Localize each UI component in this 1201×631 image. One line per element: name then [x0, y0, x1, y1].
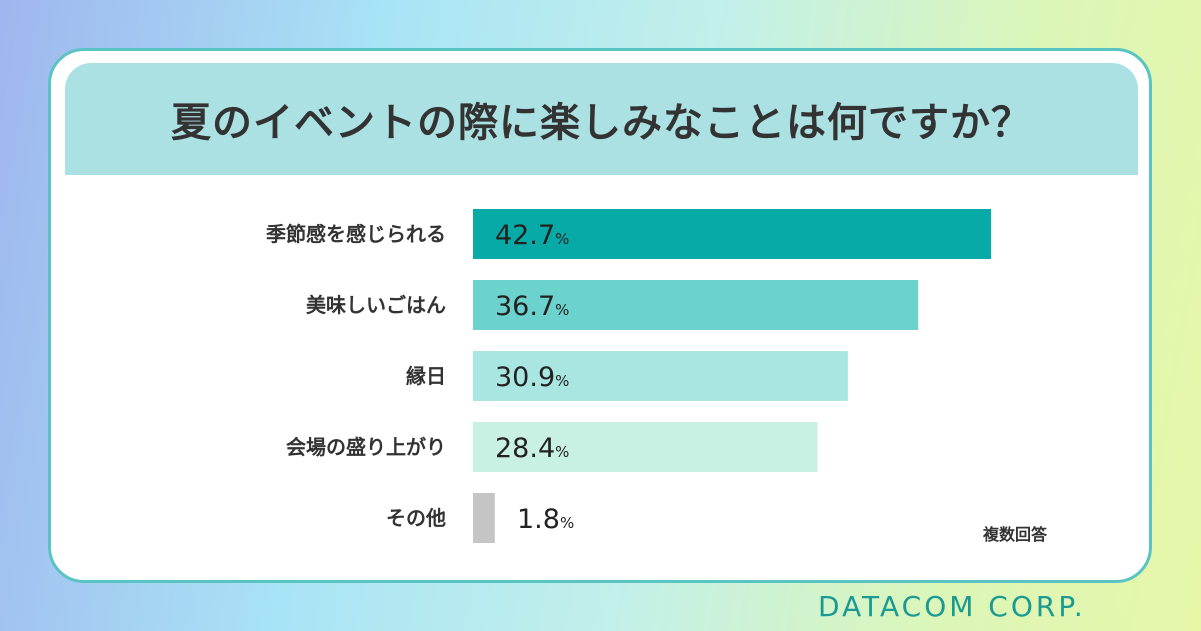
- value-unit: %: [555, 301, 569, 319]
- bar: [473, 351, 848, 401]
- category-label: 季節感を感じられる: [265, 222, 446, 246]
- bar: [473, 209, 991, 259]
- bar: [473, 493, 495, 543]
- brand-logo-text: DATACOM CORP.: [818, 590, 1086, 623]
- value-unit: %: [555, 230, 569, 248]
- chart-title: 夏のイベントの際に楽しみなことは何ですか？: [171, 100, 1032, 146]
- category-label: 縁日: [406, 364, 446, 388]
- category-label: 会場の盛り上がり: [286, 435, 446, 459]
- category-label: 美味しいごはん: [306, 293, 446, 317]
- chart-card: 夏のイベントの際に楽しみなことは何ですか？: [48, 48, 1152, 583]
- value-unit: %: [555, 443, 569, 461]
- multiple-answer-note: 複数回答: [983, 525, 1048, 544]
- value-unit: %: [560, 514, 574, 532]
- bar: [473, 422, 818, 472]
- value-label: 1.8%: [517, 504, 574, 535]
- category-label: その他: [386, 506, 446, 530]
- bar: [473, 280, 919, 330]
- value-unit: %: [555, 372, 569, 390]
- title-bar: 夏のイベントの際に楽しみなことは何ですか？: [65, 63, 1138, 175]
